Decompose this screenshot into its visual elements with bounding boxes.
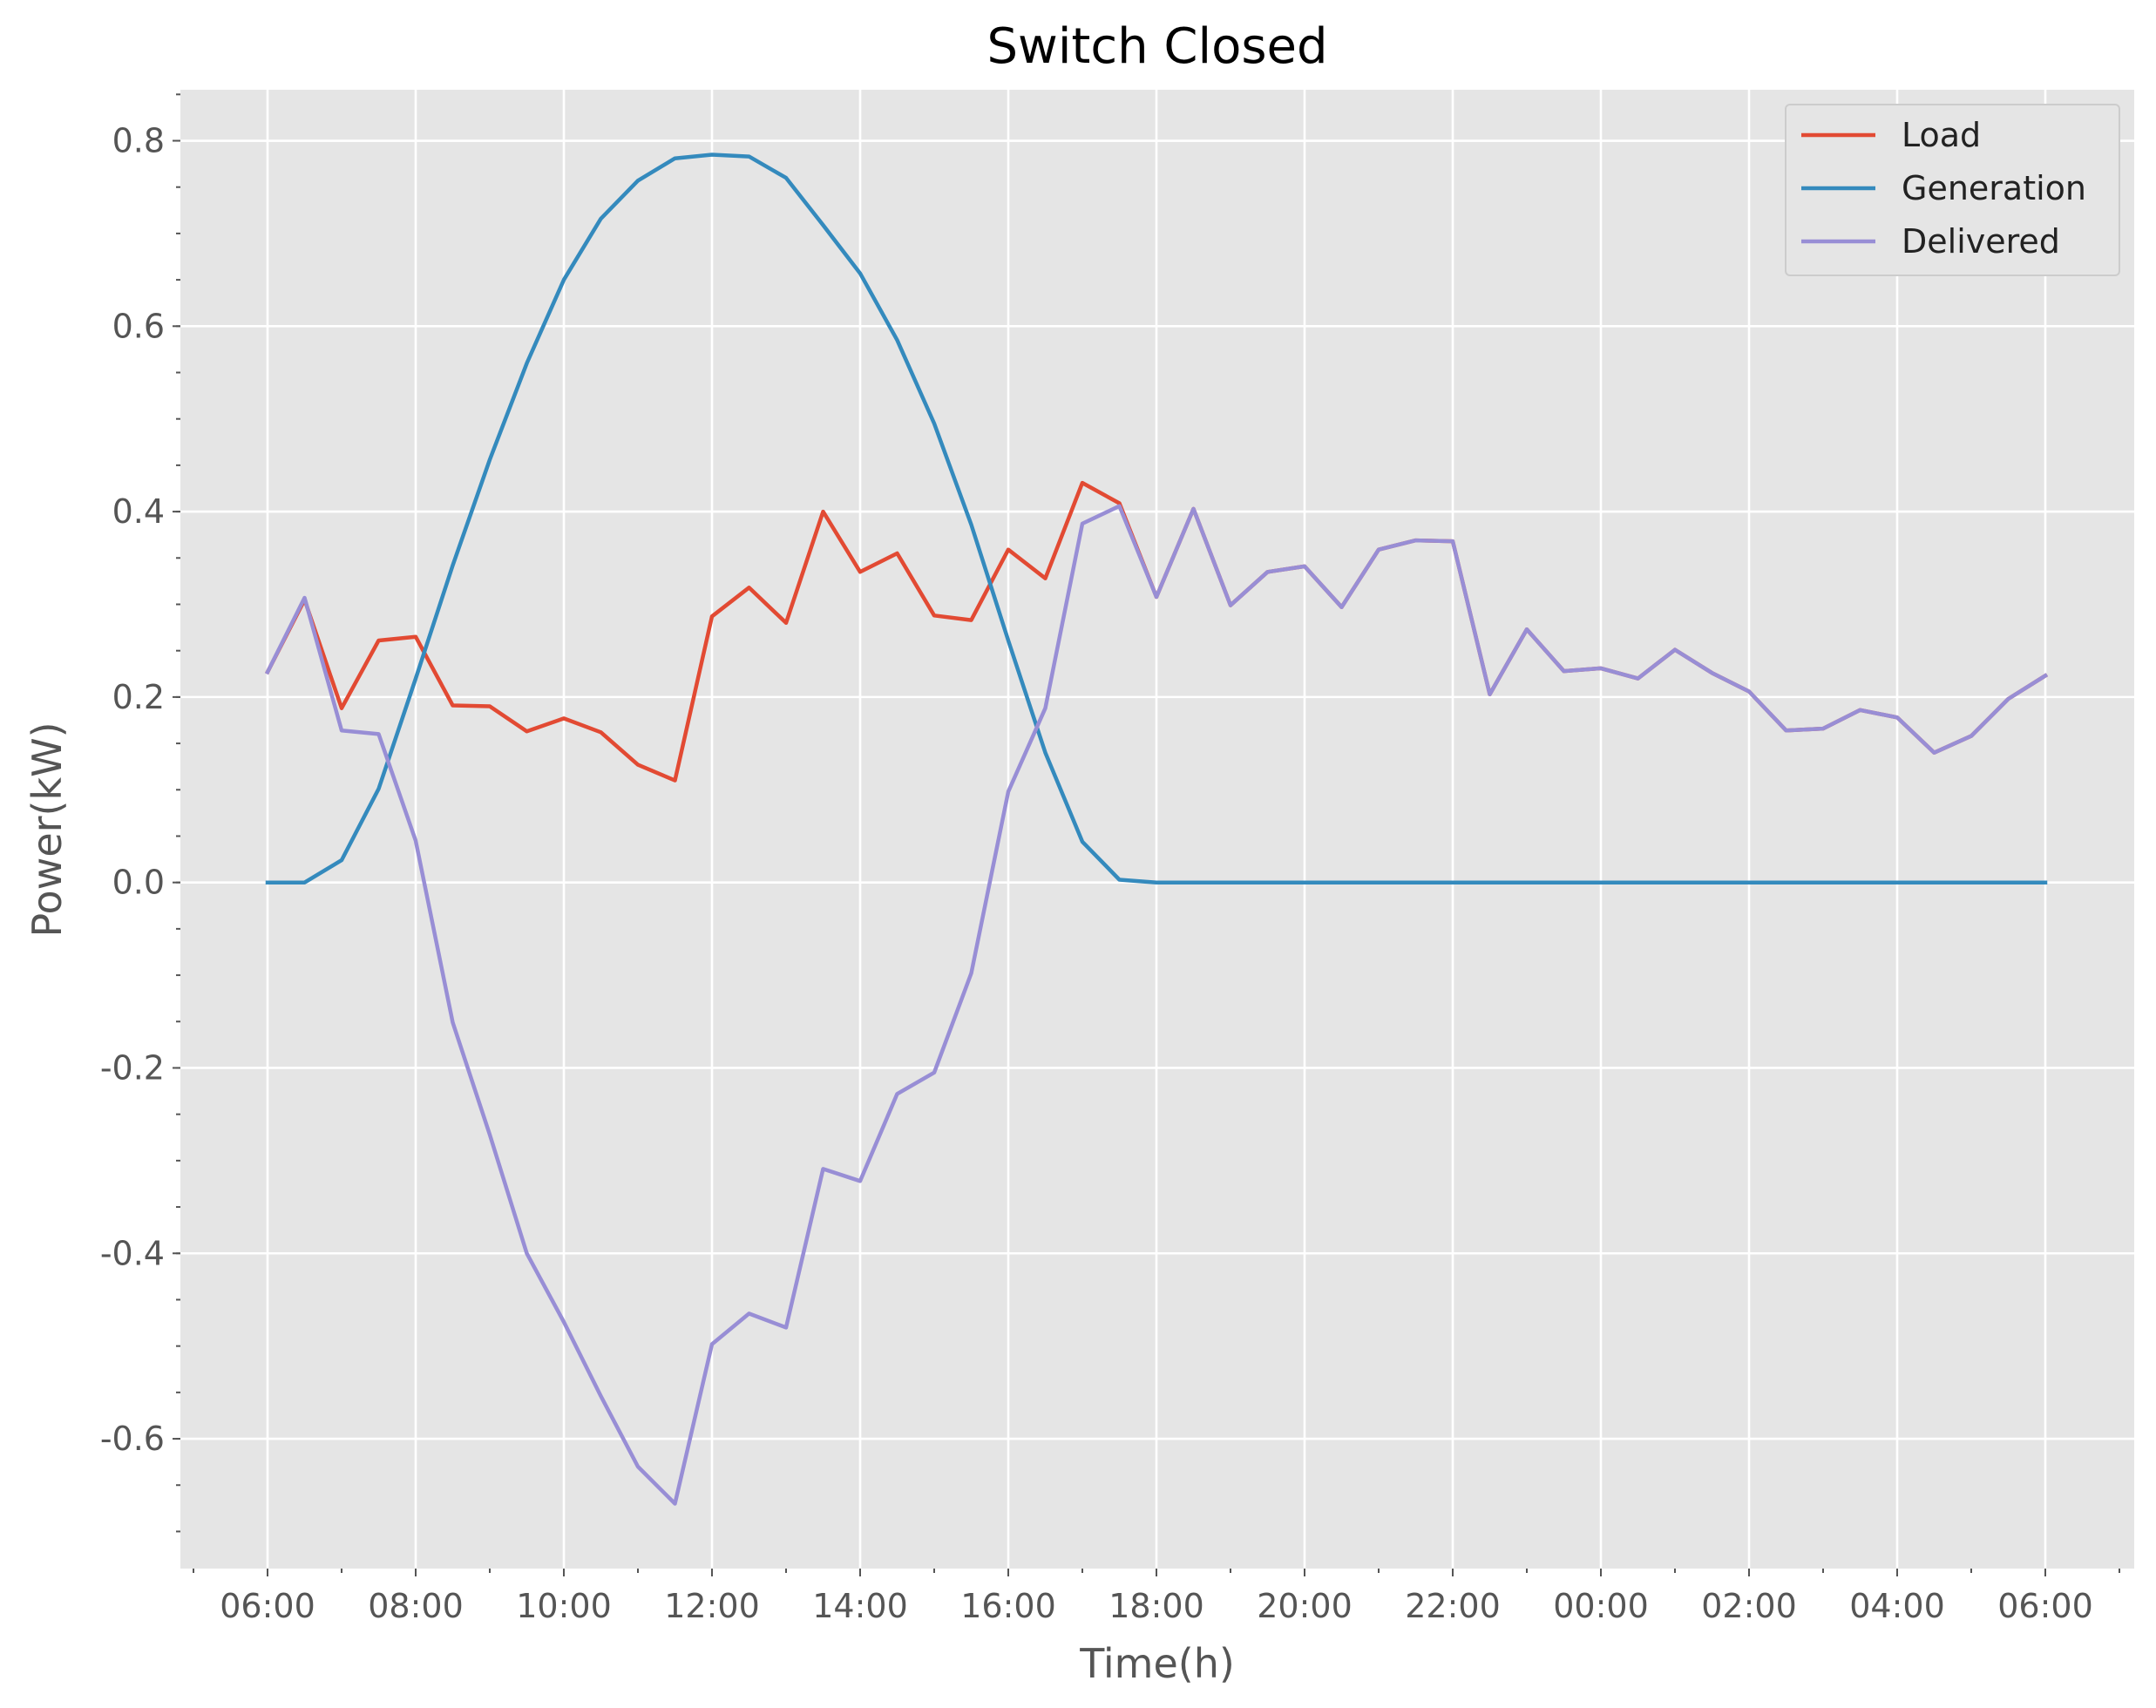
- x-tick-label: 06:00: [1997, 1587, 2093, 1625]
- x-tick-label: 04:00: [1849, 1587, 1945, 1625]
- axis-ticks: [173, 93, 2120, 1576]
- y-tick-label: 0.2: [112, 678, 165, 716]
- y-tick-label: 0.8: [112, 122, 165, 160]
- x-tick-label: 12:00: [664, 1587, 760, 1625]
- x-tick-label: 22:00: [1405, 1587, 1501, 1625]
- series-lines: [264, 152, 2049, 1506]
- y-tick-label: -0.2: [100, 1048, 165, 1087]
- y-tick-label: 0.6: [112, 307, 165, 345]
- legend: Load Generation Delivered: [1785, 104, 2120, 276]
- legend-label-delivered: Delivered: [1902, 222, 2060, 261]
- x-axis-label: Time(h): [1079, 1640, 1235, 1687]
- x-tick-label: 06:00: [220, 1587, 315, 1625]
- x-tick-label: 08:00: [368, 1587, 464, 1625]
- y-axis-label: Power(kW): [24, 722, 71, 937]
- y-tick-label: 0.0: [112, 864, 165, 902]
- chart-title: Switch Closed: [986, 18, 1327, 75]
- y-tick-label: -0.6: [100, 1420, 165, 1458]
- x-tick-label: 16:00: [960, 1587, 1056, 1625]
- x-tick-label: 14:00: [812, 1587, 908, 1625]
- x-tick-label: 00:00: [1553, 1587, 1649, 1625]
- x-axis-tick-labels: 06:00 08:00 10:00 12:00 14:00 16:00 18:00 20:00…: [220, 1587, 2093, 1625]
- legend-label-generation: Generation: [1902, 169, 2086, 207]
- legend-label-load: Load: [1902, 116, 1981, 154]
- series-line-generation: [265, 152, 2048, 884]
- y-tick-label: 0.4: [112, 492, 165, 531]
- y-axis-tick-labels: -0.6 -0.4 -0.2 0.0 0.2 0.4 0.6 0.8: [100, 122, 165, 1459]
- legend-frame: [1785, 104, 2120, 276]
- x-tick-label: 10:00: [516, 1587, 612, 1625]
- x-tick-label: 20:00: [1257, 1587, 1353, 1625]
- x-tick-label: 18:00: [1109, 1587, 1204, 1625]
- y-tick-label: -0.4: [100, 1234, 165, 1272]
- x-tick-label: 02:00: [1701, 1587, 1797, 1625]
- series-line-delivered: [264, 504, 2049, 1506]
